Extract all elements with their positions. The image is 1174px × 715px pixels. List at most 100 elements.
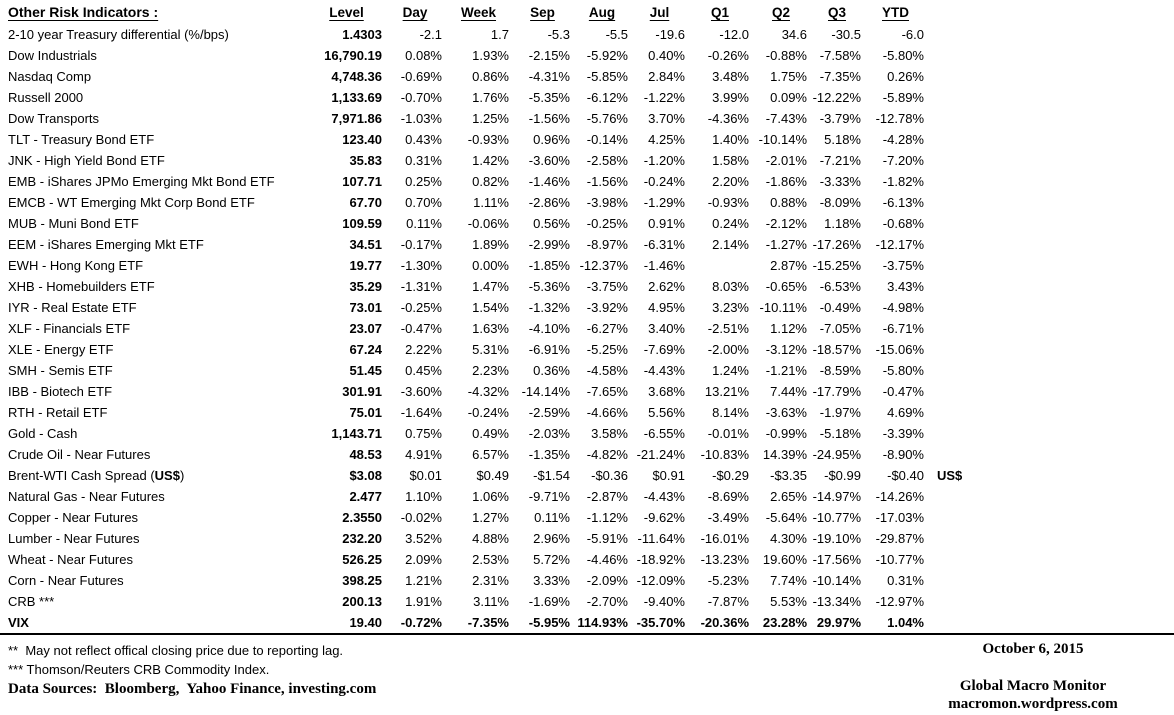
cell-sep: -1.56% bbox=[528, 111, 570, 126]
cell-aug: -1.56% bbox=[586, 174, 628, 189]
cell-q2: 0.09% bbox=[770, 90, 807, 105]
cell-aug: -4.82% bbox=[586, 447, 628, 462]
row-note bbox=[927, 297, 1174, 318]
row-note bbox=[927, 318, 1174, 339]
column-header: Level bbox=[329, 4, 364, 20]
cell-day: 1.91% bbox=[405, 594, 442, 609]
cell-sep: -2.99% bbox=[528, 237, 570, 252]
cell-day: -0.72% bbox=[400, 615, 442, 630]
cell-jul: 2.62% bbox=[648, 279, 685, 294]
row-label: Crude Oil - Near Futures bbox=[8, 447, 151, 462]
cell-jul: -12.09% bbox=[636, 573, 685, 588]
cell-aug: 114.93% bbox=[577, 615, 628, 630]
cell-q1: -$0.29 bbox=[712, 468, 749, 483]
cell-q1: 8.14% bbox=[712, 405, 749, 420]
cell-week: 1.7 bbox=[490, 27, 509, 42]
cell-q3: -$0.99 bbox=[824, 468, 861, 483]
cell-day: $0.01 bbox=[409, 468, 442, 483]
row-label: RTH - Retail ETF bbox=[8, 405, 108, 420]
cell-q3: -17.79% bbox=[812, 384, 861, 399]
cell-aug: -2.87% bbox=[586, 489, 628, 504]
cell-ytd: -4.28% bbox=[882, 132, 924, 147]
cell-q3: -8.59% bbox=[819, 363, 861, 378]
cell-level: 107.71 bbox=[342, 174, 382, 189]
cell-aug: -1.12% bbox=[586, 510, 628, 525]
cell-q1: -13.23% bbox=[700, 552, 749, 567]
row-note bbox=[927, 234, 1174, 255]
cell-ytd: -15.06% bbox=[875, 342, 924, 357]
row-note bbox=[927, 423, 1174, 444]
cell-q3: 5.18% bbox=[824, 132, 861, 147]
cell-week: 1.63% bbox=[472, 321, 509, 336]
cell-week: $0.49 bbox=[476, 468, 509, 483]
row-label: VIX bbox=[8, 615, 29, 630]
cell-level: 51.45 bbox=[349, 363, 382, 378]
cell-q1: 13.21% bbox=[704, 384, 749, 399]
table-row: VIX 19.40 -0.72% -7.35% -5.95% 114.93% -35.70%… bbox=[0, 612, 1174, 634]
column-header: Q2 bbox=[771, 4, 790, 20]
cell-ytd: -8.90% bbox=[882, 447, 924, 462]
cell-q2: 1.12% bbox=[770, 321, 807, 336]
page-title: Other Risk Indicators : bbox=[8, 4, 159, 20]
cell-q2: -2.12% bbox=[765, 216, 807, 231]
cell-q1: -0.26% bbox=[707, 48, 749, 63]
cell-q3: 1.18% bbox=[824, 216, 861, 231]
cell-q1: -20.36% bbox=[700, 615, 749, 630]
column-header: Day bbox=[402, 4, 428, 20]
cell-day: 0.31% bbox=[405, 153, 442, 168]
cell-aug: -4.66% bbox=[586, 405, 628, 420]
table-row: Wheat - Near Futures 526.25 2.09% 2.53% 5.72… bbox=[0, 549, 1174, 570]
cell-ytd: -12.78% bbox=[875, 111, 924, 126]
cell-q3: -19.10% bbox=[812, 531, 861, 546]
cell-ytd: 1.04% bbox=[887, 615, 924, 630]
cell-aug: -0.14% bbox=[586, 132, 628, 147]
cell-level: 398.25 bbox=[342, 573, 382, 588]
cell-day: 0.43% bbox=[405, 132, 442, 147]
cell-level: 2.477 bbox=[349, 489, 382, 504]
cell-q1: 8.03% bbox=[712, 279, 749, 294]
cell-week: -4.32% bbox=[467, 384, 509, 399]
cell-week: 0.49% bbox=[472, 426, 509, 441]
cell-jul: -1.20% bbox=[643, 153, 685, 168]
cell-q3: -7.58% bbox=[819, 48, 861, 63]
cell-aug: -0.25% bbox=[586, 216, 628, 231]
cell-q2: -0.65% bbox=[765, 279, 807, 294]
cell-week: 0.00% bbox=[472, 258, 509, 273]
cell-day: 4.91% bbox=[405, 447, 442, 462]
cell-aug: -2.09% bbox=[586, 573, 628, 588]
table-row: IBB - Biotech ETF 301.91 -3.60% -4.32% -14.1… bbox=[0, 381, 1174, 402]
cell-q2: -2.01% bbox=[765, 153, 807, 168]
row-label: Lumber - Near Futures bbox=[8, 531, 140, 546]
cell-ytd: -6.0 bbox=[901, 27, 924, 42]
cell-ytd: -7.20% bbox=[882, 153, 924, 168]
row-label: XHB - Homebuilders ETF bbox=[8, 279, 155, 294]
cell-aug: -5.85% bbox=[586, 69, 628, 84]
table-row: Dow Transports 7,971.86 -1.03% 1.25% -1.56% -… bbox=[0, 108, 1174, 129]
cell-jul: -9.40% bbox=[643, 594, 685, 609]
table-row: Corn - Near Futures 398.25 1.21% 2.31% 3.33%… bbox=[0, 570, 1174, 591]
cell-jul: -9.62% bbox=[643, 510, 685, 525]
cell-day: -1.64% bbox=[400, 405, 442, 420]
cell-q3: -3.33% bbox=[819, 174, 861, 189]
cell-sep: -1.85% bbox=[528, 258, 570, 273]
cell-week: -7.35% bbox=[467, 615, 509, 630]
cell-q2: -1.21% bbox=[765, 363, 807, 378]
row-label: IYR - Real Estate ETF bbox=[8, 300, 137, 315]
cell-jul: -18.92% bbox=[636, 552, 685, 567]
cell-aug: -5.5 bbox=[605, 27, 628, 42]
cell-sep: -9.71% bbox=[528, 489, 570, 504]
cell-jul: -1.46% bbox=[643, 258, 685, 273]
cell-jul: 3.40% bbox=[648, 321, 685, 336]
cell-q1: 3.23% bbox=[712, 300, 749, 315]
cell-jul: -7.69% bbox=[643, 342, 685, 357]
cell-level: 109.59 bbox=[342, 216, 382, 231]
row-label: Gold - Cash bbox=[8, 426, 78, 441]
cell-q1: 3.99% bbox=[712, 90, 749, 105]
cell-level: 1.4303 bbox=[342, 27, 382, 42]
cell-ytd: -3.39% bbox=[882, 426, 924, 441]
cell-ytd: -10.77% bbox=[875, 552, 924, 567]
table-row: Crude Oil - Near Futures 48.53 4.91% 6.57% -… bbox=[0, 444, 1174, 465]
cell-q3: -17.56% bbox=[812, 552, 861, 567]
cell-level: 123.40 bbox=[342, 132, 382, 147]
cell-q3: -17.26% bbox=[812, 237, 861, 252]
